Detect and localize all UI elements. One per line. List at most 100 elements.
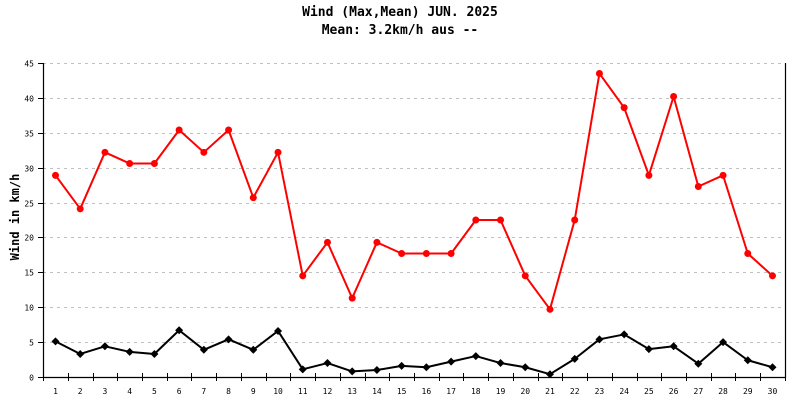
data-point: [645, 171, 653, 179]
x-tick-label: 16: [422, 387, 432, 396]
data-point: [570, 354, 579, 363]
data-point: [545, 370, 554, 379]
x-tick-label: 12: [323, 387, 333, 396]
y-tick-label: 45: [24, 60, 34, 69]
x-tick-label: 9: [251, 387, 256, 396]
data-point: [373, 238, 381, 246]
y-tick-label: 10: [24, 304, 34, 313]
x-tick-label: 30: [768, 387, 778, 396]
x-tick-label: 22: [570, 387, 580, 396]
data-point: [422, 249, 430, 257]
data-point: [447, 249, 455, 257]
data-point: [249, 194, 257, 202]
data-point: [274, 326, 283, 335]
x-tick-label: 23: [595, 387, 605, 396]
data-point: [175, 126, 183, 134]
data-point: [471, 352, 480, 361]
x-tick-label: 6: [177, 387, 182, 396]
data-point: [348, 294, 356, 302]
axes: [42, 63, 787, 379]
x-tick-label: 5: [152, 387, 157, 396]
data-point: [372, 366, 381, 375]
data-point: [299, 272, 307, 280]
data-point: [670, 92, 678, 100]
data-point: [323, 238, 331, 246]
data-point: [422, 363, 431, 372]
series-max: [52, 69, 776, 313]
x-tick-label: 24: [619, 387, 629, 396]
data-point: [694, 183, 702, 191]
x-tick-label: 4: [127, 387, 132, 396]
x-tick-label: 29: [743, 387, 753, 396]
data-point: [101, 148, 109, 156]
y-tick-label: 0: [29, 374, 34, 383]
x-tick-label: 8: [226, 387, 231, 396]
chart-subtitle: Mean: 3.2km/h aus --: [321, 23, 479, 38]
x-tick-label: 17: [446, 387, 456, 396]
chart-title: Wind (Max,Mean) JUN. 2025: [302, 5, 498, 20]
y-tick-label: 5: [29, 339, 34, 348]
y-tick-label: 25: [24, 200, 34, 209]
x-axis-ticks: 1 2 3 4 5 6 7 8 9 10 11 12 13 14 15 16 17 18 19 20 21 22 23 24 2…: [43, 373, 786, 396]
x-tick-label: 26: [669, 387, 679, 396]
series-mean: [51, 326, 777, 379]
data-point: [571, 216, 579, 224]
data-point: [52, 171, 59, 179]
data-point: [125, 347, 134, 356]
x-tick-label: 25: [644, 387, 654, 396]
data-point: [225, 126, 233, 134]
data-point: [719, 338, 728, 347]
data-point: [595, 335, 604, 344]
data-point: [126, 159, 134, 167]
data-point: [200, 148, 208, 156]
x-tick-label: 11: [298, 387, 308, 396]
data-point: [76, 349, 85, 358]
data-point: [669, 342, 678, 351]
data-point: [298, 365, 307, 374]
data-point: [249, 345, 258, 354]
data-point: [496, 359, 505, 368]
data-point: [768, 363, 777, 372]
data-point: [620, 104, 628, 112]
data-point: [348, 367, 357, 376]
data-point: [472, 216, 480, 224]
data-point: [595, 69, 603, 77]
data-point: [769, 272, 776, 280]
x-tick-label: 28: [718, 387, 728, 396]
data-point: [694, 359, 703, 368]
data-point: [274, 148, 282, 156]
y-axis-ticks: 0 5 10 15 20 25 30 35 40 45: [24, 60, 43, 383]
data-point: [224, 335, 233, 344]
data-point: [150, 159, 158, 167]
data-point: [719, 171, 727, 179]
y-tick-label: 20: [24, 234, 34, 243]
x-tick-label: 13: [347, 387, 357, 396]
data-point: [323, 359, 332, 368]
y-tick-label: 40: [24, 95, 34, 104]
x-tick-label: 7: [201, 387, 206, 396]
data-point: [100, 342, 109, 351]
x-tick-label: 10: [273, 387, 283, 396]
data-point: [744, 249, 752, 257]
y-tick-label: 35: [24, 130, 34, 139]
data-point: [521, 272, 529, 280]
x-tick-label: 14: [372, 387, 382, 396]
data-series: [51, 69, 777, 379]
data-point: [447, 357, 456, 366]
data-point: [497, 216, 505, 224]
x-tick-label: 2: [78, 387, 83, 396]
x-tick-label: 3: [103, 387, 108, 396]
grid-lines: [43, 63, 785, 343]
data-point: [199, 345, 208, 354]
data-point: [175, 326, 184, 335]
data-point: [521, 363, 530, 372]
x-tick-label: 18: [471, 387, 481, 396]
x-tick-label: 21: [545, 387, 555, 396]
y-tick-label: 30: [24, 165, 34, 174]
x-tick-label: 20: [520, 387, 530, 396]
data-point: [644, 345, 653, 354]
x-tick-label: 15: [397, 387, 407, 396]
data-point: [743, 356, 752, 365]
data-point: [51, 337, 60, 346]
